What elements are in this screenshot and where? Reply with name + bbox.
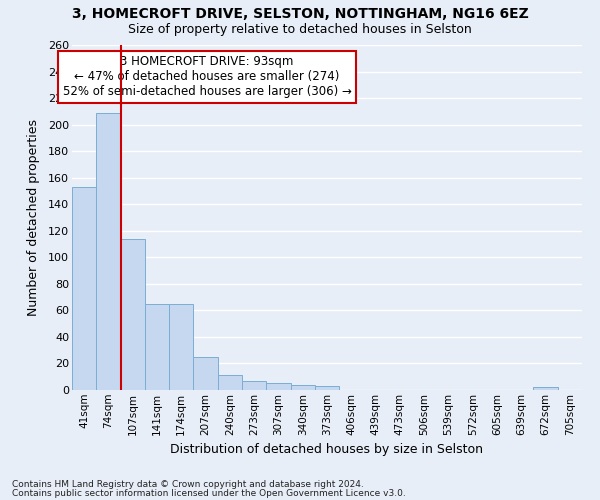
Bar: [533, 388, 558, 390]
Bar: [121, 238, 145, 390]
X-axis label: Distribution of detached houses by size in Selston: Distribution of detached houses by size …: [170, 443, 484, 456]
Text: Size of property relative to detached houses in Selston: Size of property relative to detached ho…: [128, 22, 472, 36]
Text: Contains public sector information licensed under the Open Government Licence v3: Contains public sector information licen…: [12, 489, 406, 498]
Bar: [145, 304, 169, 390]
Text: 3, HOMECROFT DRIVE, SELSTON, NOTTINGHAM, NG16 6EZ: 3, HOMECROFT DRIVE, SELSTON, NOTTINGHAM,…: [71, 8, 529, 22]
Bar: [169, 304, 193, 390]
Text: Contains HM Land Registry data © Crown copyright and database right 2024.: Contains HM Land Registry data © Crown c…: [12, 480, 364, 489]
Bar: [218, 376, 242, 390]
Y-axis label: Number of detached properties: Number of detached properties: [26, 119, 40, 316]
Bar: [290, 384, 315, 390]
Bar: [266, 384, 290, 390]
Bar: [193, 357, 218, 390]
Bar: [96, 112, 121, 390]
Bar: [72, 187, 96, 390]
Bar: [242, 380, 266, 390]
Bar: [315, 386, 339, 390]
Text: 3 HOMECROFT DRIVE: 93sqm
← 47% of detached houses are smaller (274)
52% of semi-: 3 HOMECROFT DRIVE: 93sqm ← 47% of detach…: [63, 56, 352, 98]
